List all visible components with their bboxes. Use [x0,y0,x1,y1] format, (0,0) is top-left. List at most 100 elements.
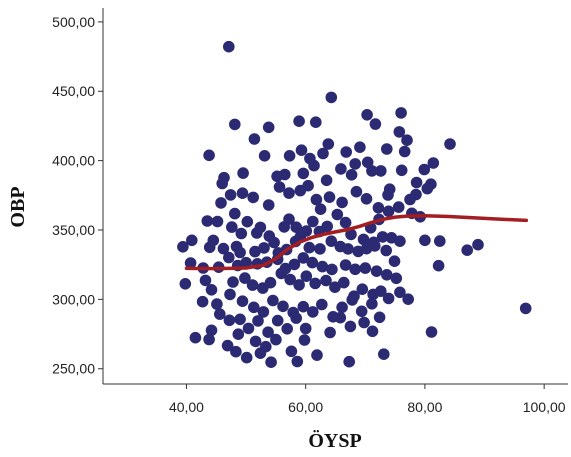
data-point [216,177,228,190]
x-tick-label: 100,00 [523,399,566,415]
data-point [434,235,446,247]
data-point [331,208,344,221]
data-point [398,145,411,158]
data-point [249,335,262,348]
data-point [283,150,296,162]
data-point [281,323,294,335]
x-ticks: 40,00 60,00 80,00 100,00 [169,384,566,415]
data-point [395,164,408,177]
data-point [246,279,259,291]
data-point [283,213,295,225]
data-point [184,257,197,269]
data-point [284,273,297,286]
x-axis-title: ÖYSP [308,429,361,452]
data-point [344,320,357,333]
data-point [323,191,336,203]
data-point [299,322,312,335]
y-tick-label: 450,00 [52,83,95,99]
data-point [325,235,338,247]
data-point [404,193,416,206]
axes [102,8,568,385]
data-point [241,215,254,228]
data-point [358,316,370,329]
data-point [366,165,378,177]
data-point [314,203,327,215]
data-point [211,215,224,228]
data-point [275,267,288,280]
data-point [211,298,223,310]
data-point [199,274,212,287]
data-point [419,234,431,247]
data-point [359,262,372,274]
y-axis-title: OBP [7,186,29,227]
data-point [410,176,423,189]
data-point [303,241,316,254]
data-point [267,294,279,307]
data-point [306,256,319,269]
data-point [325,91,338,104]
data-point [293,279,305,291]
data-point [372,202,385,214]
data-point [258,242,270,254]
data-point [380,244,393,257]
data-point [229,207,241,220]
data-point [291,355,304,368]
data-point [394,235,406,247]
data-point [345,228,357,241]
x-tick-label: 60,00 [288,399,323,415]
data-point [354,141,366,153]
data-point [393,126,406,138]
x-tick-label: 80,00 [407,399,442,415]
data-point [207,234,220,247]
data-point [283,187,295,199]
data-point [310,116,322,128]
data-point [262,199,275,211]
data-point [370,265,383,278]
data-point [273,181,286,193]
data-point [226,221,238,233]
data-point [307,215,319,228]
data-point [322,138,335,150]
data-point [302,179,314,192]
data-point [314,243,326,255]
data-point [472,238,484,251]
data-point [390,272,403,285]
data-point [249,245,261,258]
data-point [262,121,275,134]
data-point [339,216,352,229]
data-point [394,286,406,299]
data-point [421,182,434,195]
data-point [223,314,236,327]
data-point [227,276,239,288]
data-point [297,167,310,180]
data-point [196,295,209,308]
data-point [350,185,363,198]
data-point [338,276,350,289]
data-point [427,157,440,169]
data-points [177,40,532,369]
data-point [203,149,215,162]
data-point [381,143,393,155]
data-point [326,263,338,276]
data-point [382,205,395,218]
data-point [317,147,329,160]
data-point [320,174,333,187]
y-tick-label: 500,00 [52,14,95,30]
data-point [203,333,215,346]
data-point [232,328,245,341]
data-point [335,163,347,175]
data-point [254,347,267,360]
data-point [349,263,362,276]
data-point [237,167,249,179]
data-point [388,255,401,267]
data-point [262,326,274,339]
data-point [334,311,347,324]
data-point [343,355,356,368]
data-point [205,284,218,296]
data-point [230,345,242,358]
data-point [311,349,323,361]
data-point [361,109,373,121]
data-point [316,260,329,273]
data-point [360,193,373,205]
